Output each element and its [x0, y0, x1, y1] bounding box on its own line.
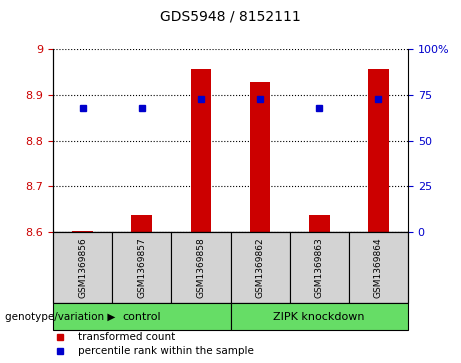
Bar [349, 232, 408, 303]
Text: GSM1369863: GSM1369863 [315, 237, 324, 298]
Bar [368, 69, 389, 232]
Text: GSM1369858: GSM1369858 [196, 237, 206, 298]
Text: GSM1369864: GSM1369864 [374, 237, 383, 298]
Bar [230, 232, 290, 303]
Bar [190, 69, 211, 232]
Bar [53, 303, 230, 330]
Bar [230, 303, 408, 330]
Text: genotype/variation ▶: genotype/variation ▶ [5, 312, 115, 322]
Bar [171, 232, 230, 303]
Text: GDS5948 / 8152111: GDS5948 / 8152111 [160, 9, 301, 23]
Text: control: control [123, 312, 161, 322]
Bar [53, 232, 112, 303]
Bar [290, 232, 349, 303]
Bar [131, 215, 152, 232]
Bar [112, 232, 171, 303]
Bar [309, 215, 330, 232]
Text: percentile rank within the sample: percentile rank within the sample [78, 346, 254, 356]
Text: GSM1369856: GSM1369856 [78, 237, 87, 298]
Text: GSM1369857: GSM1369857 [137, 237, 146, 298]
Text: GSM1369862: GSM1369862 [255, 237, 265, 298]
Bar [72, 231, 93, 232]
Bar [250, 82, 271, 232]
Text: ZIPK knockdown: ZIPK knockdown [273, 312, 365, 322]
Text: transformed count: transformed count [78, 332, 175, 342]
